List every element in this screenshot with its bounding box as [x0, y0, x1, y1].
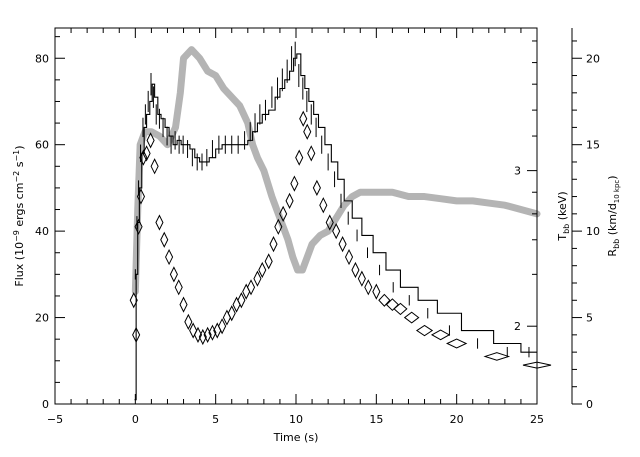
data-point: [279, 205, 288, 222]
series-line: [134, 53, 537, 401]
data-point: [312, 179, 321, 197]
data-point: [351, 261, 360, 279]
data-point: [393, 302, 408, 316]
data-point: [169, 266, 178, 283]
temp-tick-label: 3: [514, 165, 521, 178]
data-point: [338, 235, 347, 253]
radius-axis-title-sub2: 10 kpc: [613, 180, 621, 204]
x-tick-label: 0: [132, 413, 139, 426]
left-axis-title-mid: ergs cm: [13, 183, 26, 231]
x-tick-label: 20: [450, 413, 464, 426]
data-point: [136, 188, 146, 205]
data-point: [198, 328, 207, 346]
data-point: [290, 175, 299, 192]
data-point: [142, 145, 151, 162]
data-point: [139, 149, 148, 166]
radius-tick-label: 10: [586, 225, 600, 238]
left-axis-title-main: Flux (10: [13, 242, 26, 287]
data-point: [403, 311, 420, 324]
left-axis-title: Flux (10−9 ergs cm−2 s−1): [12, 145, 26, 286]
data-point: [264, 253, 273, 270]
radius-tick-label: 15: [586, 139, 600, 152]
data-point: [237, 292, 246, 309]
left-tick-label: 80: [35, 52, 49, 65]
data-point: [208, 324, 217, 341]
data-point: [285, 192, 294, 209]
temp-axis-title-main: T: [556, 234, 569, 242]
data-point: [150, 158, 159, 175]
data-point: [174, 279, 183, 296]
radius-axis-title: Rbb (km/d10 kpc): [606, 175, 621, 256]
temp-tick-label: 2: [514, 320, 521, 333]
data-point: [269, 235, 278, 253]
x-axis-title: Time (s): [273, 431, 319, 444]
data-point: [246, 279, 256, 296]
data-point: [357, 270, 366, 287]
data-point: [522, 361, 552, 369]
data-point: [193, 326, 203, 343]
radius-axis-title-end: ): [606, 175, 619, 179]
left-tick-label: 40: [35, 225, 49, 238]
data-point: [134, 218, 143, 235]
temp-axis-title-sub: bb: [562, 224, 571, 234]
x-tick-label: −5: [47, 413, 63, 426]
x-tick-label: 5: [212, 413, 219, 426]
data-point: [303, 123, 312, 140]
left-axis-title-exp3: −1: [12, 150, 21, 162]
radius-axis-title-main: R: [606, 249, 619, 257]
data-point: [299, 110, 308, 127]
data-point: [378, 293, 391, 307]
temp-axis-title-end: (keV): [556, 191, 569, 223]
data-point: [372, 283, 381, 300]
data-point: [146, 132, 155, 149]
data-point: [445, 338, 468, 349]
data-point: [155, 214, 164, 231]
data-point: [218, 318, 227, 335]
data-point: [307, 145, 316, 162]
data-point: [364, 279, 373, 296]
x-tick-label: 15: [369, 413, 383, 426]
data-point: [160, 231, 169, 248]
left-axis-title-mid2: s: [13, 161, 26, 170]
left-axis-title-exp1: −9: [12, 230, 21, 242]
data-point: [184, 313, 193, 331]
radius-tick-label: 20: [586, 52, 600, 65]
data-point: [483, 352, 511, 361]
temp-axis-title: Tbb (keV): [556, 191, 571, 241]
data-point: [332, 223, 341, 240]
x-tick-label: 10: [289, 413, 303, 426]
data-point: [165, 248, 174, 266]
series-layer: [129, 41, 552, 401]
left-tick-label: 60: [35, 139, 49, 152]
axes-layer: −5 0 5 10 15 20 25 0 20 40 60 80 2 3 0 5 10 15 20: [35, 28, 600, 426]
data-point: [325, 214, 334, 231]
left-tick-label: 20: [35, 312, 49, 325]
radius-axis-title-sub: bb: [612, 239, 621, 249]
data-point: [430, 329, 451, 341]
data-point: [258, 261, 267, 279]
data-point: [203, 326, 212, 343]
data-point: [295, 149, 304, 166]
data-point: [415, 324, 434, 337]
radius-tick-label: 5: [586, 312, 593, 325]
data-point: [319, 197, 328, 214]
radius-tick-label: 0: [586, 398, 593, 411]
radius-axis-title-mid: (km/d: [606, 203, 619, 239]
x-tick-label: 25: [530, 413, 544, 426]
left-axis-title-end: ): [13, 145, 26, 149]
series-line: [131, 46, 541, 296]
data-point: [179, 296, 188, 313]
left-axis-title-exp2: −2: [12, 171, 21, 183]
data-point: [274, 218, 283, 235]
data-point: [132, 326, 141, 343]
data-point: [227, 305, 236, 322]
data-point: [253, 270, 262, 287]
data-point: [344, 248, 354, 266]
left-tick-label: 0: [42, 398, 49, 411]
data-point: [129, 292, 138, 309]
